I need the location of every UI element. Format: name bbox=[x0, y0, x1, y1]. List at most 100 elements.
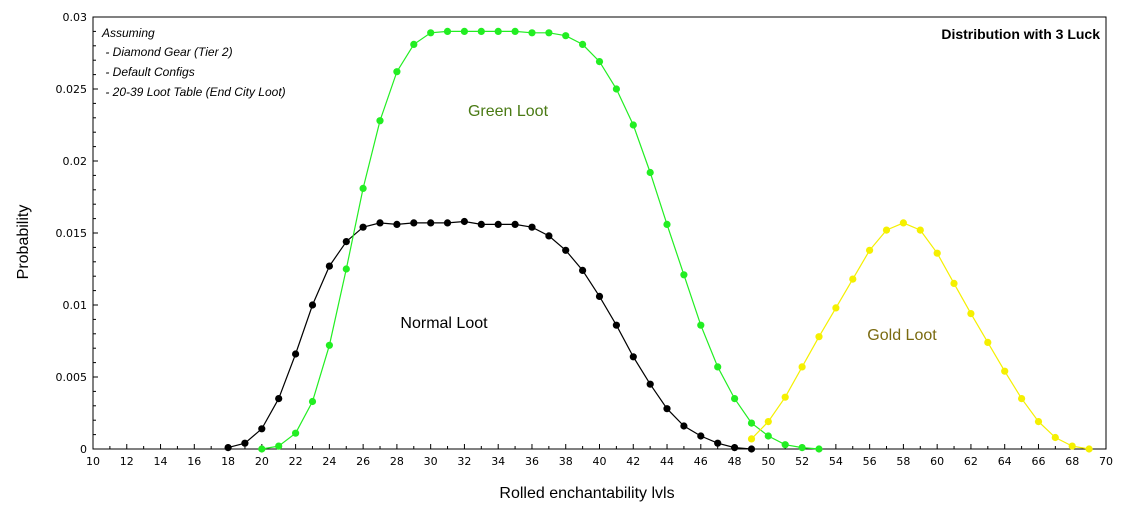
y-tick-label: 0.025 bbox=[56, 83, 88, 96]
x-tick-label: 40 bbox=[593, 455, 607, 468]
data-point bbox=[528, 223, 536, 231]
plot-area bbox=[92, 16, 1107, 450]
y-tick-label: 0.015 bbox=[56, 227, 88, 240]
data-point bbox=[545, 232, 553, 240]
x-tick-label: 26 bbox=[356, 455, 370, 468]
x-tick-label: 14 bbox=[154, 455, 168, 468]
data-point bbox=[815, 445, 823, 453]
data-point bbox=[933, 249, 941, 257]
y-axis-title: Probability bbox=[15, 205, 32, 280]
data-point bbox=[494, 220, 502, 228]
data-point bbox=[646, 168, 654, 177]
data-point bbox=[1085, 445, 1093, 453]
data-point bbox=[629, 121, 637, 129]
x-tick-label: 16 bbox=[187, 455, 201, 468]
data-point bbox=[376, 117, 384, 125]
y-tick-label: 0.03 bbox=[63, 11, 88, 24]
data-point bbox=[1051, 433, 1059, 442]
note-line: - Diamond Gear (Tier 2) bbox=[102, 45, 233, 59]
data-point bbox=[275, 442, 283, 450]
y-tick-label: 0 bbox=[80, 443, 87, 456]
data-point bbox=[832, 304, 840, 312]
data-point bbox=[764, 432, 772, 440]
data-point bbox=[595, 58, 604, 66]
data-point bbox=[781, 393, 789, 401]
data-point bbox=[325, 262, 333, 270]
data-point bbox=[427, 219, 435, 227]
data-point bbox=[849, 275, 857, 283]
note-line: - Default Configs bbox=[102, 65, 195, 79]
data-point bbox=[747, 419, 756, 427]
note-line: Assuming bbox=[101, 26, 155, 40]
data-point bbox=[882, 226, 891, 234]
data-point bbox=[308, 301, 317, 309]
data-point bbox=[984, 338, 992, 346]
data-point bbox=[477, 27, 485, 35]
x-tick-label: 62 bbox=[964, 455, 978, 468]
series-gold bbox=[747, 219, 1093, 453]
data-point bbox=[511, 27, 519, 35]
data-point bbox=[714, 439, 722, 447]
data-point bbox=[579, 266, 587, 274]
data-point bbox=[562, 246, 570, 254]
x-tick-label: 48 bbox=[728, 455, 742, 468]
x-tick-label: 24 bbox=[322, 455, 336, 468]
data-point bbox=[241, 439, 249, 447]
series-line-normal bbox=[227, 220, 752, 450]
data-point bbox=[680, 271, 688, 279]
note-line: - 20-39 Loot Table (End City Loot) bbox=[102, 85, 286, 99]
data-point bbox=[410, 40, 418, 49]
x-tick-label: 68 bbox=[1065, 455, 1079, 468]
data-point bbox=[393, 68, 401, 76]
data-point bbox=[950, 279, 958, 287]
x-tick-label: 56 bbox=[863, 455, 877, 468]
data-point bbox=[342, 238, 350, 246]
data-point bbox=[714, 363, 722, 371]
x-tick-label: 52 bbox=[795, 455, 809, 468]
y-tick-label: 0.02 bbox=[63, 155, 88, 168]
data-point bbox=[494, 27, 502, 35]
x-tick-label: 58 bbox=[896, 455, 910, 468]
x-tick-label: 44 bbox=[660, 455, 674, 468]
data-point bbox=[781, 441, 789, 449]
data-point bbox=[680, 422, 688, 430]
data-point bbox=[443, 219, 452, 227]
data-point bbox=[747, 435, 756, 443]
x-tick-label: 10 bbox=[86, 455, 100, 468]
data-point bbox=[1068, 442, 1076, 450]
data-point bbox=[798, 444, 806, 452]
data-point bbox=[359, 223, 367, 231]
x-tick-label: 54 bbox=[829, 455, 843, 468]
x-tick-label: 60 bbox=[930, 455, 944, 468]
data-point bbox=[443, 27, 452, 35]
series-green bbox=[258, 27, 823, 453]
data-point bbox=[393, 220, 401, 228]
data-point bbox=[815, 333, 823, 341]
data-point bbox=[511, 220, 519, 228]
series-normal bbox=[224, 217, 756, 453]
series-label-green: Green Loot bbox=[468, 103, 549, 120]
data-point bbox=[764, 418, 772, 426]
series-label-gold: Gold Loot bbox=[867, 327, 937, 344]
data-point bbox=[359, 184, 367, 192]
x-tick-label: 32 bbox=[457, 455, 471, 468]
data-point bbox=[798, 363, 806, 371]
data-point bbox=[460, 217, 468, 226]
data-point bbox=[967, 310, 975, 318]
series-label-normal: Normal Loot bbox=[400, 315, 488, 332]
data-point bbox=[292, 350, 300, 358]
x-tick-label: 46 bbox=[694, 455, 708, 468]
chart-title: Distribution with 3 Luck bbox=[941, 26, 1100, 42]
data-point bbox=[528, 29, 536, 37]
data-point bbox=[579, 40, 587, 49]
data-point bbox=[663, 405, 671, 413]
data-point bbox=[697, 432, 705, 440]
x-tick-label: 28 bbox=[390, 455, 404, 468]
x-tick-label: 42 bbox=[626, 455, 640, 468]
data-point bbox=[477, 220, 485, 228]
data-point bbox=[866, 246, 874, 254]
data-point bbox=[545, 29, 553, 37]
data-point bbox=[325, 341, 333, 349]
data-point bbox=[663, 220, 671, 228]
